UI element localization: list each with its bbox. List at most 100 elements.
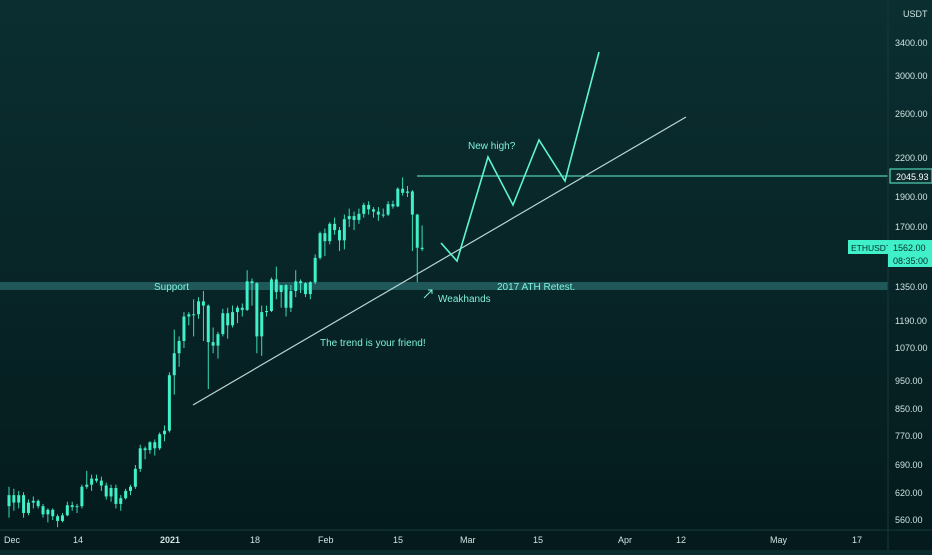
candle-body: [41, 506, 45, 515]
candle-body: [187, 314, 191, 317]
currency-label: USDT: [903, 9, 928, 19]
highlight-level-tag-bg: [889, 168, 932, 184]
candle-body: [56, 516, 60, 521]
candle-body: [70, 505, 74, 508]
annotation-support: Support: [154, 282, 189, 293]
candle-body: [51, 509, 55, 517]
candle-body: [114, 487, 118, 504]
weakhands-arrow-head: [428, 289, 433, 294]
candle-body: [362, 204, 366, 214]
time-label: May: [770, 535, 788, 545]
candle-body: [260, 312, 264, 337]
candle-body: [143, 448, 147, 451]
candle-body: [313, 257, 317, 283]
candle-body: [31, 500, 35, 503]
candle-body: [303, 283, 307, 295]
candle-body: [80, 486, 84, 507]
time-label: Mar: [460, 535, 476, 545]
candle-body: [347, 216, 351, 220]
highlight-level-tag: 2045.93: [889, 168, 932, 184]
candle-body: [265, 310, 269, 313]
candle-body: [318, 233, 322, 258]
price-tick: 770.00: [895, 431, 923, 441]
candle-body: [85, 484, 89, 487]
candle-body: [124, 490, 128, 499]
candle-body: [231, 312, 235, 326]
time-label: 12: [676, 535, 686, 545]
candle-body: [197, 301, 201, 315]
candle-body: [279, 285, 283, 293]
candle-body: [119, 498, 123, 504]
time-axis[interactable]: Dec 14 2021 18 Feb 15 Mar 15 Apr 12 May …: [0, 529, 932, 545]
annotation-new-high: New high?: [468, 141, 516, 152]
candle-body: [109, 487, 113, 497]
last-price-tag-bg: [888, 240, 932, 254]
highlight-level-value: 2045.93: [896, 172, 929, 182]
time-label: Dec: [4, 535, 21, 545]
candle-body: [420, 247, 424, 250]
candle-body: [158, 434, 162, 449]
candle-body: [396, 188, 400, 207]
candle-body: [289, 291, 293, 308]
annotation-weakhands: Weakhands: [438, 294, 491, 305]
countdown-value: 08:35:00: [893, 256, 928, 266]
time-label: Feb: [318, 535, 334, 545]
candle-body: [274, 279, 278, 293]
candle-body: [201, 301, 205, 306]
candle-body: [26, 502, 30, 513]
candle-body: [352, 216, 356, 220]
time-label: 2021: [160, 535, 180, 545]
candle-body: [206, 305, 210, 343]
symbol-tag-bg: [848, 240, 888, 254]
annotation-trend-friend: The trend is your friend!: [320, 338, 426, 349]
candle-body: [138, 448, 142, 469]
candle-body: [235, 307, 239, 313]
candle-body: [211, 342, 215, 346]
candle-body: [94, 478, 98, 481]
annotation-ath-retest: 2017 ATH Retest.: [497, 282, 575, 293]
candle-body: [269, 279, 273, 311]
price-tick: 2200.00: [895, 153, 928, 163]
time-label: 15: [533, 535, 543, 545]
time-label: 15: [393, 535, 403, 545]
candle-body: [401, 188, 405, 193]
candle-body: [376, 211, 380, 215]
last-price-value: 1562.00: [893, 243, 926, 253]
time-label: 14: [73, 535, 83, 545]
candle-body: [216, 334, 220, 346]
candle-body: [17, 495, 21, 503]
price-tick: 560.00: [895, 515, 923, 525]
last-price-tag: ETHUSDT 1562.00 08:35:00: [848, 240, 932, 267]
candle-body: [308, 282, 312, 295]
candle-body: [255, 283, 259, 337]
candle-body: [36, 500, 40, 507]
weakhands-arrow: [423, 289, 433, 299]
candle-body: [65, 505, 69, 516]
price-tick: 3000.00: [895, 71, 928, 81]
candle-body: [148, 442, 152, 451]
price-tick: 620.00: [895, 488, 923, 498]
candle-body: [294, 281, 298, 292]
candle-body: [12, 495, 16, 503]
candle-body: [221, 313, 225, 335]
price-scale[interactable]: USDT 3400.00 3000.00 2600.00 2200.00 190…: [848, 0, 932, 550]
candle-body: [250, 281, 254, 284]
candle-body: [60, 515, 64, 521]
price-tick: 1070.00: [895, 343, 928, 353]
candle-body: [342, 219, 346, 241]
candle-body: [90, 478, 94, 485]
candle-body: [372, 209, 375, 212]
countdown-tag-bg: [888, 254, 932, 267]
candle-body: [240, 307, 244, 310]
candle-body: [323, 233, 327, 242]
candle-body: [415, 214, 419, 248]
candle-body: [284, 285, 288, 308]
trendline: [192, 116, 687, 406]
candle-body: [245, 281, 249, 310]
price-tick: 850.00: [895, 404, 923, 414]
candle-body: [129, 486, 132, 491]
candle-body: [337, 230, 341, 241]
